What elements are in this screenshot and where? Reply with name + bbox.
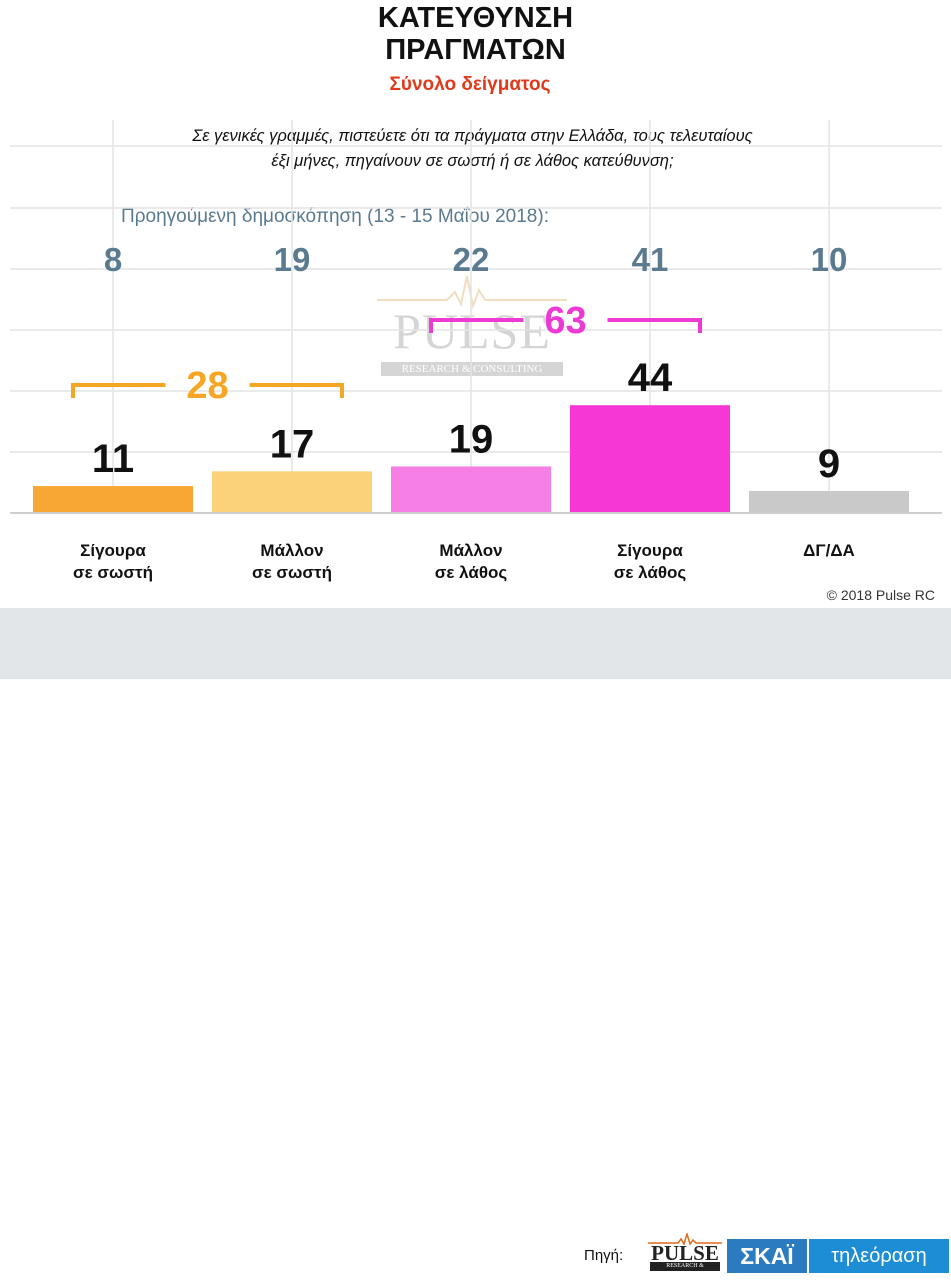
bar-chart: 11 8 17 19 19 22 44 41 9 10 28 63 <box>10 120 942 514</box>
category-label-line: σε σωστή <box>251 563 332 582</box>
footer-bar: Πηγή: PULSE RESEARCH & CONSULTING ΣΚΑΪ τ… <box>0 608 951 1278</box>
bar-value-label: 19 <box>449 417 494 461</box>
previous-value-label: 19 <box>274 241 311 278</box>
category-label-line: Μάλλον <box>260 541 324 560</box>
category-label: Μάλλον σε λάθος <box>386 540 556 584</box>
category-label: Σίγουρα σε λάθος <box>565 540 735 584</box>
group-total-label: 28 <box>186 365 228 407</box>
previous-value-label: 22 <box>453 241 490 278</box>
category-label: Μάλλον σε σωστή <box>207 540 377 584</box>
skai-tv-label: τηλεόραση <box>809 1239 949 1273</box>
group-bracket-left <box>429 318 524 333</box>
chart-title-line2: ΠΡΑΓΜΑΤΩΝ <box>385 34 566 66</box>
question-line2: έξι μήνες, πηγαίνουν σε σωστή ή σε λάθος… <box>271 152 674 170</box>
question-line1: Σε γενικές γραμμές, πιστεύετε ότι τα πρά… <box>192 127 753 145</box>
category-label: Σίγουρα σε σωστή <box>28 540 198 584</box>
copyright-text: © 2018 Pulse RC <box>826 587 935 603</box>
bar <box>749 490 909 513</box>
chart-subtitle: Σύνολο δείγματος <box>389 74 551 95</box>
skai-logo: ΣΚΑΪ <box>727 1239 807 1273</box>
category-label-line: ΔΓ/ΔΑ <box>803 541 855 560</box>
previous-value-label: 41 <box>632 241 669 278</box>
pulse-logo: PULSE RESEARCH & CONSULTING <box>648 1233 722 1278</box>
previous-value-label: 8 <box>104 241 122 278</box>
category-label-line: σε λάθος <box>434 563 508 582</box>
bar <box>570 405 730 513</box>
group-total-label: 63 <box>544 300 586 342</box>
group-bracket-left <box>71 383 166 398</box>
chart-title-line1: ΚΑΤΕΥΘΥΝΣΗ <box>377 2 574 34</box>
category-label-line: σε λάθος <box>613 563 687 582</box>
source-label: Πηγή: <box>584 1247 624 1264</box>
bar-value-label: 44 <box>628 356 673 400</box>
category-label-line: Μάλλον <box>439 541 503 560</box>
bar-value-label: 9 <box>818 442 840 486</box>
category-label: ΔΓ/ΔΑ <box>744 540 914 562</box>
bar <box>391 466 551 513</box>
bar <box>33 486 193 513</box>
category-label-line: Σίγουρα <box>80 541 146 560</box>
previous-survey-label: Προηγούμενη δημοσκόπηση (13 - 15 Μαΐου 2… <box>121 206 549 227</box>
previous-value-label: 10 <box>811 241 848 278</box>
category-label-line: Σίγουρα <box>617 541 683 560</box>
bar-value-label: 11 <box>92 437 134 481</box>
category-label-line: σε σωστή <box>72 563 153 582</box>
pulse-logo-subtext: RESEARCH & CONSULTING <box>650 1262 720 1278</box>
bar <box>212 471 372 513</box>
bar-value-label: 17 <box>270 422 315 466</box>
group-bracket-right <box>607 318 702 333</box>
group-bracket-right <box>249 383 344 398</box>
chart-panel: ΚΑΤΕΥΘΥΝΣΗ ΠΡΑΓΜΑΤΩΝ Σύνολο δείγματος Σε… <box>0 0 951 608</box>
